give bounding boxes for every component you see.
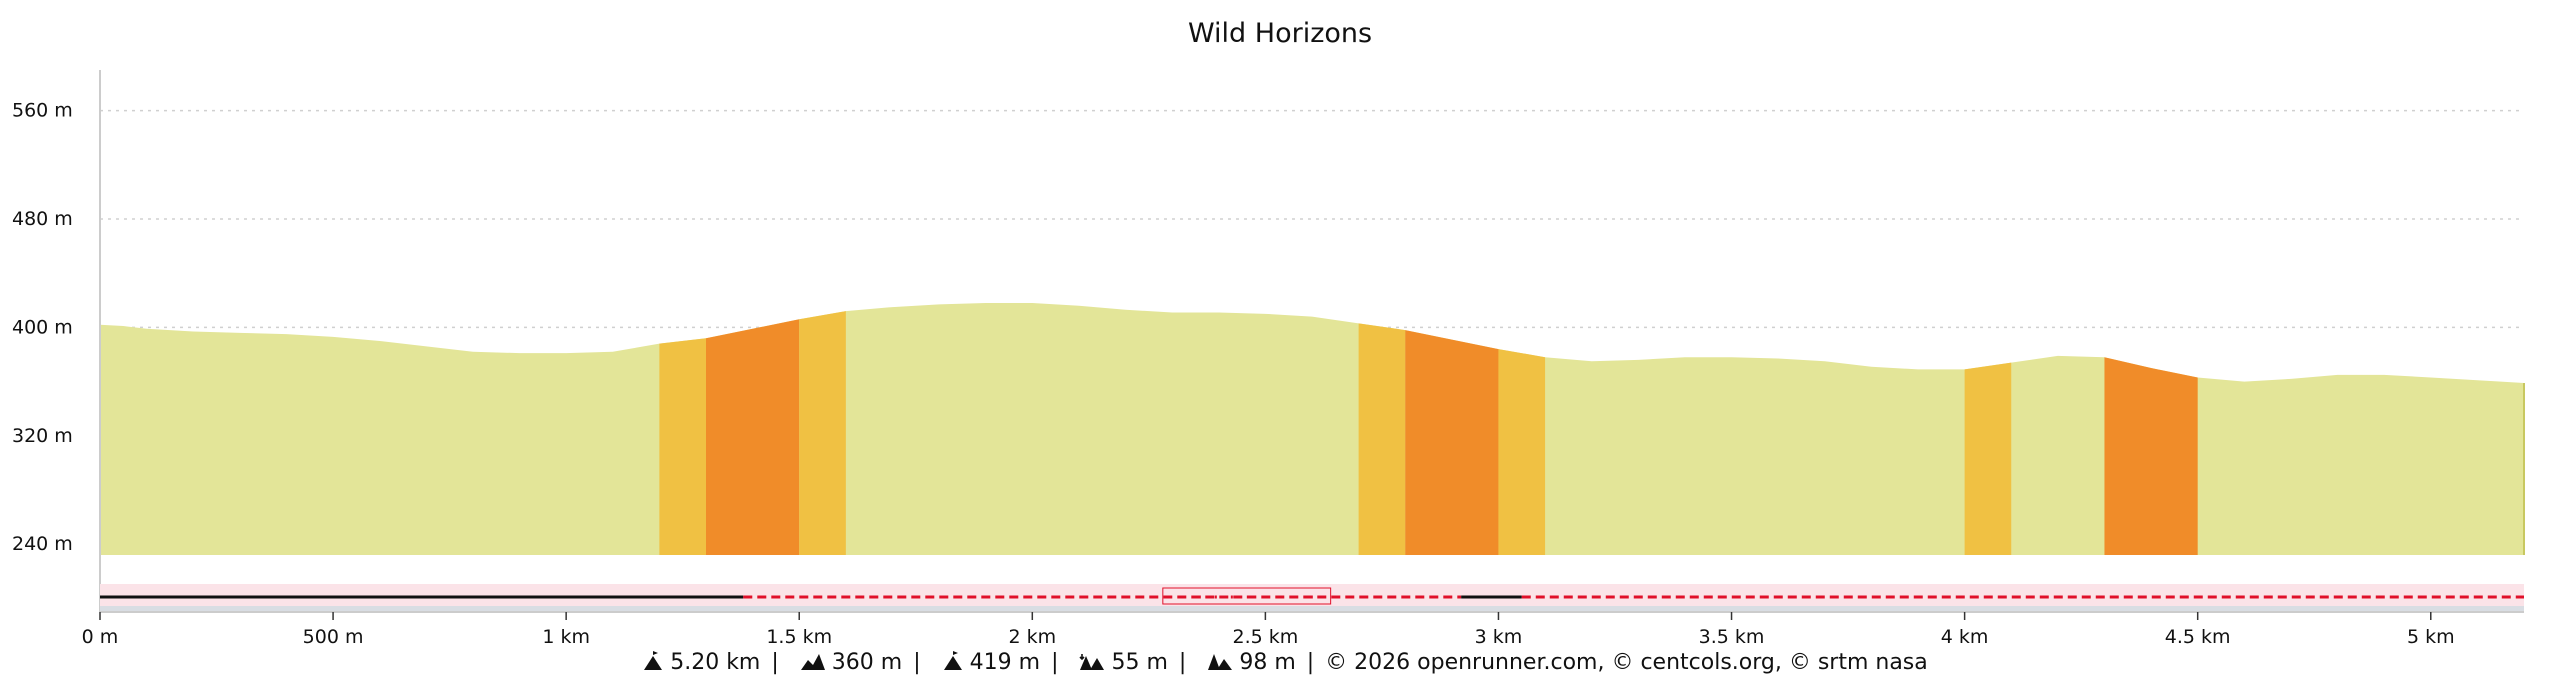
track-dotted-box bbox=[1162, 587, 1332, 605]
separator: | bbox=[913, 650, 921, 675]
separator: | bbox=[1051, 650, 1059, 675]
y-tick-label: 320 m bbox=[12, 425, 73, 447]
y-tick-label: 240 m bbox=[12, 533, 73, 555]
x-tick-label: 0 m bbox=[82, 626, 119, 645]
x-tick-label: 4.5 km bbox=[2165, 626, 2231, 645]
credits: © 2026 openrunner.com, © centcols.org, ©… bbox=[1325, 650, 1928, 675]
y-tick-label: 480 m bbox=[12, 208, 73, 230]
ascent-value: 360 m bbox=[831, 650, 903, 675]
ascent-icon bbox=[800, 650, 826, 678]
x-tick-label: 5 km bbox=[2407, 626, 2455, 645]
x-tick-label: 1 km bbox=[542, 626, 590, 645]
track-base bbox=[100, 606, 2524, 611]
distance-value: 5.20 km bbox=[670, 650, 761, 675]
max-elevation-icon bbox=[942, 650, 964, 678]
y-tick-label: 400 m bbox=[12, 316, 73, 338]
separator: | bbox=[1178, 650, 1187, 675]
slope-segment-moderate bbox=[659, 338, 706, 555]
track-strip bbox=[100, 584, 2524, 611]
y-axis-ticks: 240 m 320 m 400 m 480 m 560 m bbox=[12, 100, 73, 556]
min-elevation-icon bbox=[1079, 650, 1105, 678]
slope-segment-moderate bbox=[799, 311, 846, 555]
descent-value: 98 m bbox=[1239, 650, 1296, 675]
x-axis-ticks: 0 m 500 m 1 km 1.5 km 2 km 2.5 km 3 km 3.5 km 4 … bbox=[82, 611, 2524, 645]
separator: | bbox=[1306, 650, 1315, 675]
slope-segment-steep bbox=[2104, 357, 2198, 555]
y-tick-label: 560 m bbox=[12, 100, 73, 122]
max-elevation-value: 419 m bbox=[969, 650, 1041, 675]
separator: | bbox=[771, 650, 779, 675]
x-tick-label: 4 km bbox=[1941, 626, 1989, 645]
elevation-profile-chart: 240 m 320 m 400 m 480 m 560 m 0 m 500 m 1 km 1.… bbox=[12, 70, 2525, 645]
x-tick-label: 3.5 km bbox=[1699, 626, 1765, 645]
descent-icon bbox=[1207, 650, 1233, 678]
x-tick-label: 500 m bbox=[303, 626, 364, 645]
x-tick-label: 2 km bbox=[1008, 626, 1056, 645]
x-tick-label: 2.5 km bbox=[1232, 626, 1298, 645]
chart-title: Wild Horizons bbox=[1187, 18, 1373, 49]
elevation-area bbox=[100, 303, 2525, 555]
distance-icon bbox=[642, 650, 664, 678]
min-elevation-value: 55 m bbox=[1111, 650, 1168, 675]
x-tick-label: 1.5 km bbox=[766, 626, 832, 645]
slope-segment-steep bbox=[1405, 330, 1499, 555]
slope-segment-moderate bbox=[1498, 349, 1546, 555]
slope-segment-steep bbox=[706, 319, 800, 555]
slope-segment-moderate bbox=[1358, 323, 1406, 555]
route-summary: 5.20 km | 360 m | 419 m | 55 m | 98 m | … bbox=[0, 650, 2560, 678]
x-tick-label: 3 km bbox=[1475, 626, 1523, 645]
slope-segment-moderate bbox=[1964, 362, 2012, 555]
